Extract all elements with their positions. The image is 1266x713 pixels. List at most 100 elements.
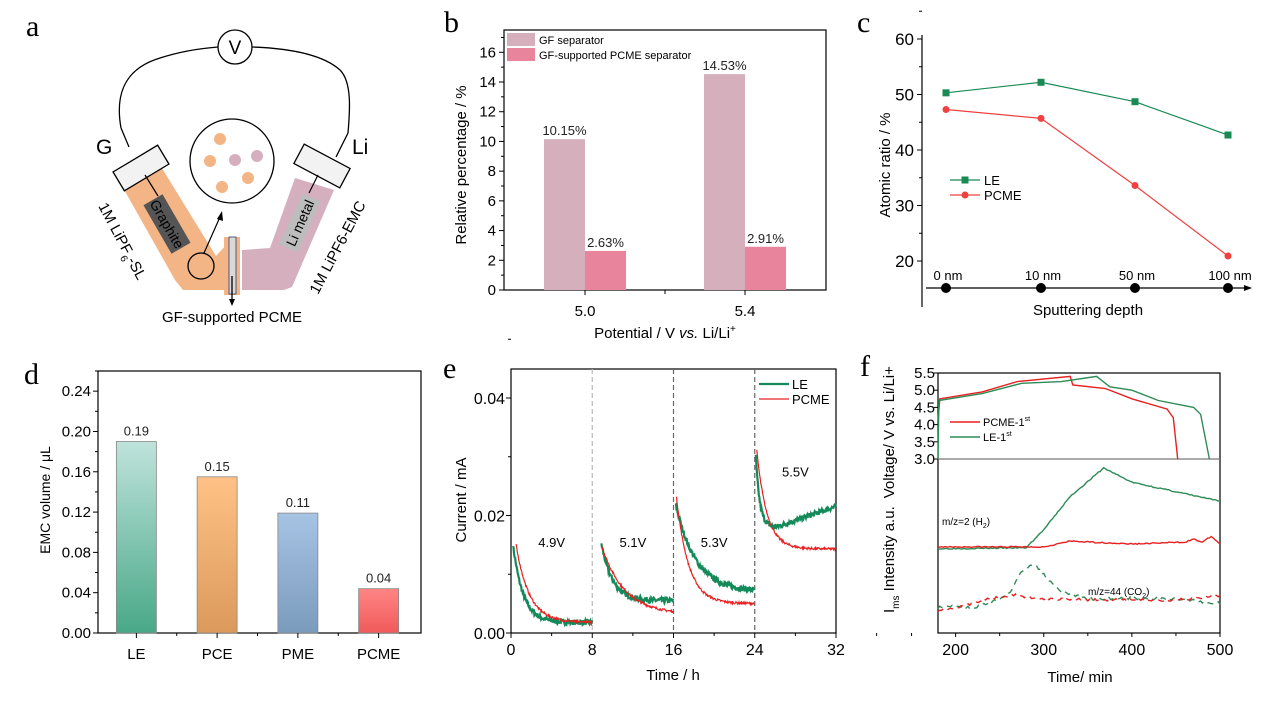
f-y-tick-label: 5.0	[914, 382, 935, 399]
c-depth-arrow-icon	[1244, 285, 1252, 291]
d-bar	[277, 512, 319, 634]
e-y-tick-label: 0.00	[474, 626, 505, 643]
f-annotation-h2: m/z=2 (H2)	[942, 517, 990, 530]
wire-left	[118, 46, 219, 129]
e-series-line-le	[511, 545, 594, 628]
d-y-tick-label: 0.16	[62, 464, 91, 481]
b-y-tick-label: 2	[488, 252, 496, 269]
b-x-tick-label: 5.0	[575, 303, 596, 320]
c-data-point	[1037, 78, 1045, 86]
b-data-label: 10.15%	[542, 123, 587, 138]
f-ms-line	[937, 535, 1221, 549]
c-x-tick-label: 50 nm	[1119, 268, 1155, 283]
c-y-tick-label: 20	[895, 252, 914, 271]
f-legend-label: PCME-1st	[983, 416, 1030, 429]
e-step-label: 5.1V	[620, 535, 647, 550]
d-x-tick-label: PME	[282, 646, 315, 663]
d-bar	[196, 476, 238, 634]
c-legend-marker	[961, 191, 969, 199]
c-data-point	[1224, 252, 1232, 260]
panel-label-f: f	[860, 350, 870, 383]
e-series-line-pcme	[600, 545, 674, 614]
d-y-tick-label: 0.12	[62, 504, 91, 521]
d-bar	[115, 441, 157, 634]
e-step-label: 5.5V	[782, 464, 809, 479]
c-y-tick-label: 60	[895, 30, 914, 49]
e-legend-label: PCME	[792, 392, 830, 407]
b-x-axis-label: Potential / V vs. Li/Li+	[594, 324, 736, 342]
b-bar	[544, 139, 585, 290]
voltmeter-icon	[217, 29, 253, 65]
f-x-tick-label: 300	[1030, 642, 1057, 659]
c-y-tick-label: 30	[895, 197, 914, 216]
c-y-tick-label: 40	[895, 141, 914, 160]
e-x-axis-label: Time / h	[646, 667, 700, 684]
panel-label-b: b	[444, 6, 459, 39]
f-annotation-co2: m/z=44 (CO2)	[1088, 587, 1149, 600]
c-data-point	[1037, 114, 1045, 122]
b-y-tick-label: 10	[479, 133, 496, 150]
panel-a-diagram: a V Graphite Li metal	[26, 10, 370, 326]
d-x-tick-label: PCME	[357, 646, 400, 663]
c-y-axis-label: Atomic ratio / %	[877, 112, 894, 217]
e-x-tick-label: 16	[665, 642, 683, 659]
c-x-tick-label: 100 nm	[1208, 268, 1251, 283]
b-legend-label: GF-supported PCME separator	[539, 50, 692, 62]
c-data-point	[1224, 131, 1232, 139]
b-bar	[704, 74, 745, 290]
f-y-tick-label: 5.5	[914, 365, 935, 382]
b-y-tick-label: 6	[488, 193, 496, 210]
f-y-axis-label: Ims Intensity a.u.Voltage/ V vs. Li/Li+	[881, 366, 902, 613]
separator-label: GF-supported PCME	[162, 309, 302, 326]
b-x-tick-label: 5.4	[735, 303, 756, 320]
right-cap	[293, 143, 351, 189]
b-y-tick-label: 8	[488, 163, 496, 180]
f-x-axis-label: Time/ min	[1047, 669, 1112, 686]
f-voltage-line	[937, 375, 1211, 460]
panel-label-d: d	[24, 358, 39, 391]
d-data-label: 0.19	[124, 424, 149, 439]
c-series-line-le	[945, 81, 1229, 136]
panel-f-line-chart: f 3.03.54.04.55.05.5 200 300 400 500 PCME-1st…	[860, 350, 1233, 686]
b-legend-swatch	[507, 48, 535, 61]
c-depth-marker	[941, 283, 951, 293]
panel-b-bar-chart: b 0 2 4 6 8 10 12 14 16 5.0 5.4 10.15% 14.53% GF sepa…	[444, 6, 827, 342]
f-y-tick-label: 3.5	[914, 434, 935, 451]
b-y-tick-label: 4	[488, 223, 496, 240]
b-bar	[745, 246, 786, 290]
b-legend-swatch	[507, 33, 535, 46]
panel-label-c: c	[857, 6, 870, 39]
d-x-tick-label: PCE	[202, 646, 233, 663]
e-series-line-pcme	[515, 543, 593, 626]
f-x-tick-label: 200	[942, 642, 969, 659]
c-depth-marker	[1036, 283, 1046, 293]
c-series-line-pcme	[945, 108, 1229, 257]
wire-right	[251, 46, 351, 134]
d-data-label: 0.15	[204, 459, 229, 474]
c-x-tick-label: 0 nm	[934, 268, 963, 283]
e-step-label: 5.3V	[701, 535, 728, 550]
panel-d-bar-chart: d 0.00 0.04 0.08 0.12 0.16 0.20 0.24 0.19 LE 0.15…	[24, 358, 422, 663]
e-x-tick-label: 32	[827, 642, 845, 659]
c-depth-marker	[1130, 283, 1140, 293]
c-legend-marker	[961, 176, 969, 184]
c-legend-label: LE	[984, 173, 1000, 188]
voltmeter-label: V	[229, 38, 242, 59]
d-x-tick-label: LE	[127, 646, 145, 663]
f-x-tick-label: 400	[1119, 642, 1146, 659]
f-y-tick-label: 4.0	[914, 417, 935, 434]
c-y-tick-label: 50	[895, 86, 914, 105]
svg-text:Ims Intensity a.u.Voltage/ V v: Ims Intensity a.u.Voltage/ V vs. Li/Li+	[881, 366, 902, 613]
c-data-point	[942, 89, 950, 97]
e-x-tick-label: 24	[746, 642, 764, 659]
d-bar	[358, 588, 400, 634]
b-data-label: 2.63%	[587, 235, 624, 250]
c-legend-label: PCME	[984, 188, 1022, 203]
b-y-axis-label: Relative percentage / %	[453, 85, 470, 244]
d-plot-frame	[97, 370, 422, 634]
e-series-line-le	[754, 454, 837, 532]
f-voltage-line	[937, 375, 1179, 460]
c-data-point	[1131, 182, 1139, 190]
